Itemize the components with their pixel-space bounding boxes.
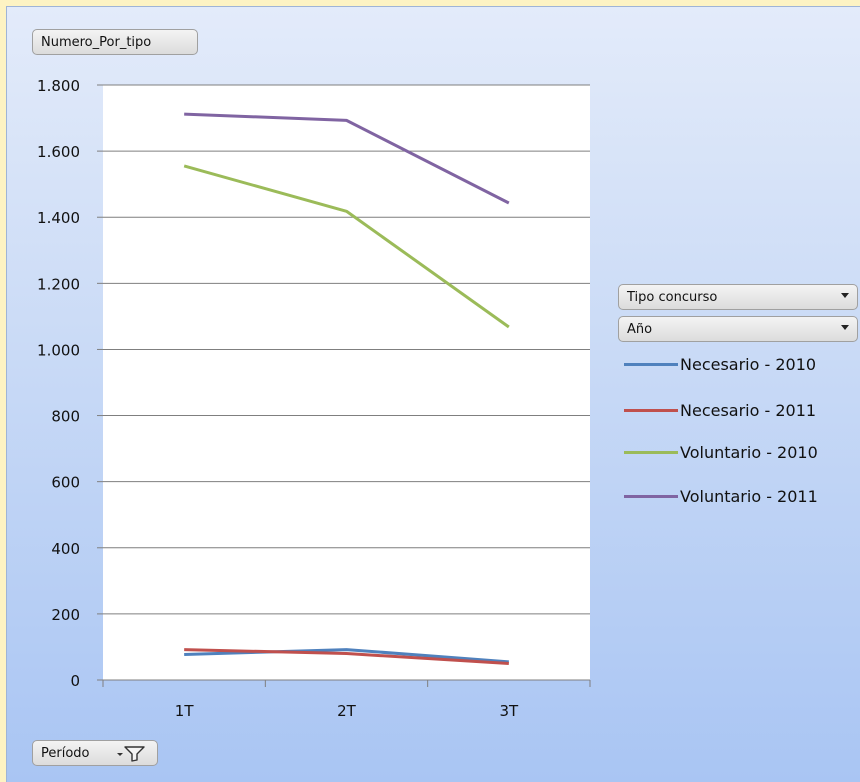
y-tick-label: 1.200 bbox=[37, 275, 80, 293]
y-axis-ticks: 0 200 400 600 800 1.000 1.200 1.400 1.600 1.800 bbox=[37, 77, 103, 690]
series-line-voluntario-2010 bbox=[183, 164, 510, 329]
y-tick-label: 0 bbox=[70, 672, 80, 690]
anio-field-button[interactable]: Año bbox=[618, 316, 858, 342]
tipo-concurso-label: Tipo concurso bbox=[627, 289, 718, 305]
legend-item: Necesario - 2010 bbox=[624, 352, 816, 376]
y-tick-label: 1.000 bbox=[37, 341, 80, 359]
y-tick-label: 200 bbox=[51, 606, 80, 624]
y-tick-label: 1.600 bbox=[37, 143, 80, 161]
legend-label: Voluntario - 2010 bbox=[680, 442, 818, 462]
measure-field-label: Numero_Por_tipo bbox=[41, 34, 152, 50]
anio-label: Año bbox=[627, 321, 653, 337]
legend-label: Voluntario - 2011 bbox=[680, 486, 818, 506]
legend-label: Necesario - 2010 bbox=[680, 354, 817, 374]
periodo-field-button[interactable]: Período bbox=[32, 740, 158, 766]
series-lines bbox=[183, 112, 510, 665]
filter-icon[interactable] bbox=[117, 746, 147, 762]
tipo-concurso-field-button[interactable]: Tipo concurso bbox=[618, 284, 858, 310]
x-tick-label: 1T bbox=[175, 702, 195, 720]
legend-line-necesario-2011 bbox=[624, 408, 678, 412]
y-tick-label: 800 bbox=[51, 408, 80, 426]
x-axis: 1T 2T 3T bbox=[102, 679, 591, 720]
measure-field-button[interactable]: Numero_Por_tipo bbox=[32, 29, 198, 55]
plot-area bbox=[103, 85, 590, 680]
x-tick-label: 2T bbox=[337, 702, 357, 720]
y-tick-label: 400 bbox=[51, 540, 80, 558]
legend-item: Voluntario - 2011 bbox=[624, 484, 818, 508]
legend-item: Necesario - 2011 bbox=[624, 398, 816, 422]
series-line-necesario-2011 bbox=[184, 648, 509, 665]
series-line-necesario-2010 bbox=[184, 648, 509, 664]
legend-item: Voluntario - 2010 bbox=[624, 440, 818, 464]
y-tick-label: 600 bbox=[51, 474, 80, 492]
x-tick-label: 3T bbox=[499, 702, 519, 720]
legend-line-voluntario-2011 bbox=[624, 494, 678, 498]
legend-label: Necesario - 2011 bbox=[680, 400, 817, 420]
y-tick-label: 1.400 bbox=[37, 209, 80, 227]
chevron-down-icon bbox=[841, 325, 849, 330]
chevron-down-icon bbox=[841, 293, 849, 298]
legend-line-necesario-2010 bbox=[624, 362, 678, 366]
legend-line-voluntario-2010 bbox=[624, 450, 678, 454]
periodo-label: Período bbox=[41, 745, 90, 761]
series-line-voluntario-2011 bbox=[184, 112, 510, 205]
gridlines bbox=[103, 84, 590, 615]
y-tick-label: 1.800 bbox=[37, 77, 80, 95]
